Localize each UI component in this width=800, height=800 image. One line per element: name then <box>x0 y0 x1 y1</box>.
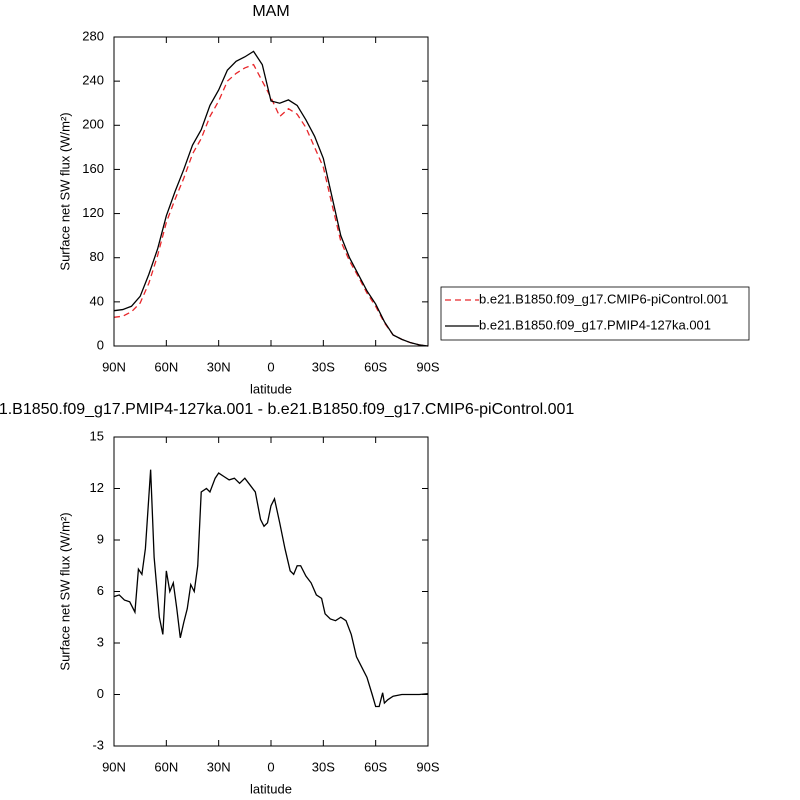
y-tick-label: 6 <box>97 583 104 598</box>
x-tick-label: 90N <box>102 759 126 774</box>
x-tick-label: 60N <box>154 759 178 774</box>
x-axis-label: latitude <box>250 381 292 396</box>
x-tick-label: 0 <box>267 759 274 774</box>
legend-label: b.e21.B1850.f09_g17.CMIP6-piControl.001 <box>479 291 728 306</box>
x-tick-label: 90N <box>102 359 126 374</box>
data-line <box>113 469 429 708</box>
plot-frame <box>113 436 429 747</box>
y-tick-label: 0 <box>97 686 104 701</box>
y-axis-label: Surface net SW flux (W/m²) <box>57 112 72 270</box>
y-axis-label: Surface net SW flux (W/m²) <box>57 512 72 670</box>
y-tick-label: 9 <box>97 531 104 546</box>
y-tick-label: -3 <box>92 737 104 752</box>
x-tick-label: 0 <box>267 359 274 374</box>
y-tick-label: 240 <box>82 73 104 88</box>
y-tick-label: 3 <box>97 634 104 649</box>
chart-title: b.e21.B1850.f09_g17.PMIP4-127ka.001 - b.… <box>0 401 574 418</box>
x-tick-label: 90S <box>416 359 439 374</box>
legend-box <box>440 286 750 341</box>
y-tick-label: 200 <box>82 117 104 132</box>
y-tick-label: 0 <box>97 337 104 352</box>
x-tick-label: 30S <box>312 759 335 774</box>
y-tick-label: 120 <box>82 205 104 220</box>
chart-title: MAM <box>252 3 289 20</box>
x-tick-label: 30N <box>207 359 231 374</box>
x-tick-label: 60S <box>364 359 387 374</box>
y-tick-label: 280 <box>82 28 104 43</box>
x-tick-label: 60N <box>154 359 178 374</box>
data-line <box>113 50 429 347</box>
plot-frame <box>113 36 429 347</box>
y-tick-label: 15 <box>90 428 104 443</box>
x-tick-label: 60S <box>364 759 387 774</box>
legend-label: b.e21.B1850.f09_g17.PMIP4-127ka.001 <box>479 317 711 332</box>
y-tick-label: 12 <box>90 480 104 495</box>
data-line <box>113 63 429 347</box>
y-tick-label: 40 <box>90 293 104 308</box>
x-tick-label: 30N <box>207 759 231 774</box>
x-tick-label: 90S <box>416 759 439 774</box>
x-axis-label: latitude <box>250 781 292 796</box>
y-tick-label: 160 <box>82 161 104 176</box>
x-tick-label: 30S <box>312 359 335 374</box>
y-tick-label: 80 <box>90 249 104 264</box>
